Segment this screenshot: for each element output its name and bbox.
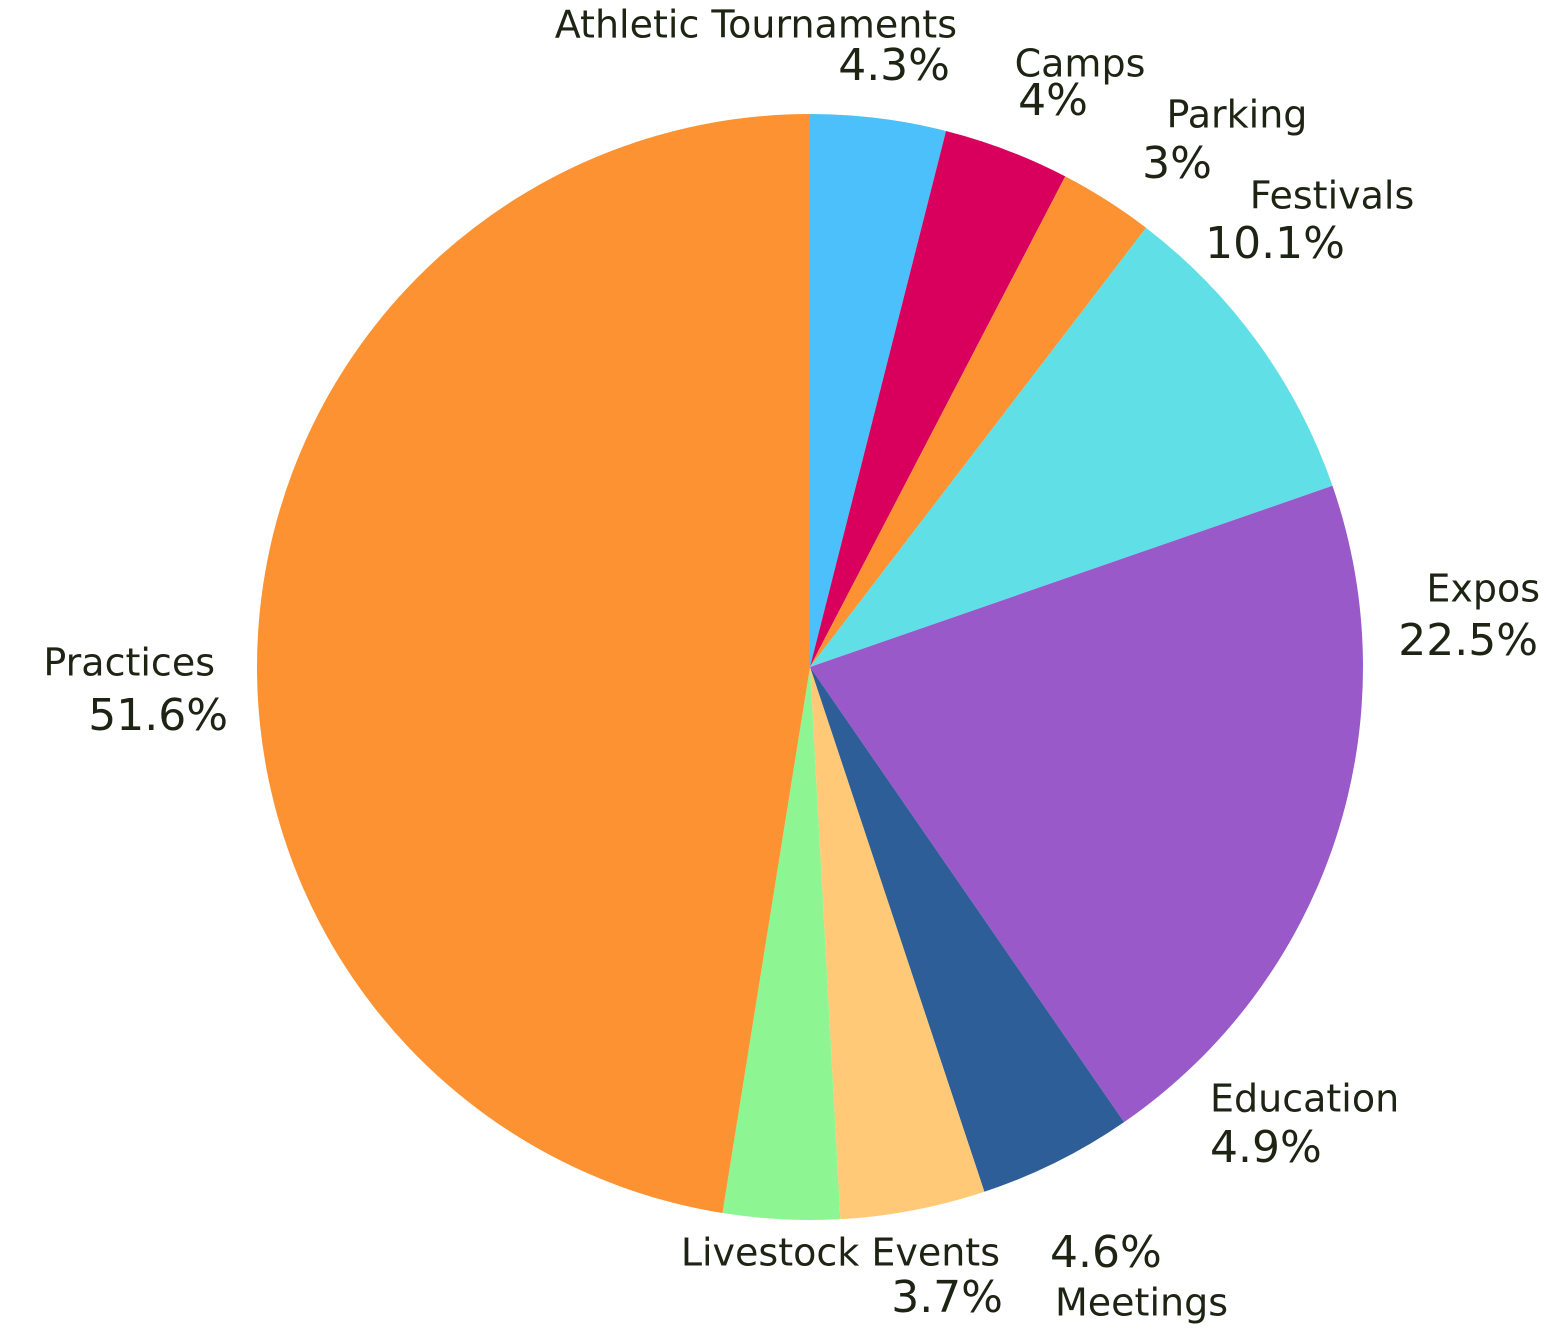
pie-slice xyxy=(810,667,1125,1192)
slice-value: 10.1% xyxy=(1205,218,1345,269)
slice-label: Livestock Events xyxy=(681,1231,1000,1275)
slice-value: 3.7% xyxy=(891,1272,1003,1323)
pie-slice xyxy=(810,176,1147,667)
slice-value: 4.3% xyxy=(838,40,950,91)
slice-label: Parking xyxy=(1167,93,1308,137)
pie-slice xyxy=(722,667,841,1221)
slice-value: 51.6% xyxy=(88,690,228,741)
slice-label: Education xyxy=(1210,1077,1399,1121)
pie-slice xyxy=(810,130,1066,667)
slice-label: Festivals xyxy=(1250,174,1415,218)
pie-slice xyxy=(256,114,811,1214)
slice-value: 4.9% xyxy=(1210,1122,1322,1173)
slice-value: 3% xyxy=(1142,138,1212,189)
slice-label: Practices xyxy=(43,641,215,685)
pie-slice xyxy=(810,227,1333,667)
pie-slice xyxy=(810,114,947,667)
slice-label: Athletic Tournaments xyxy=(555,3,957,47)
pie-slice xyxy=(810,667,985,1220)
slice-label: Meetings xyxy=(1055,1281,1228,1325)
slice-value: 4.6% xyxy=(1050,1227,1162,1278)
slice-value: 4% xyxy=(1018,75,1088,126)
pie-slice xyxy=(810,485,1363,1123)
slice-label: Camps xyxy=(1015,42,1146,86)
slice-label: Expos xyxy=(1426,567,1540,611)
slice-value: 22.5% xyxy=(1398,615,1538,666)
